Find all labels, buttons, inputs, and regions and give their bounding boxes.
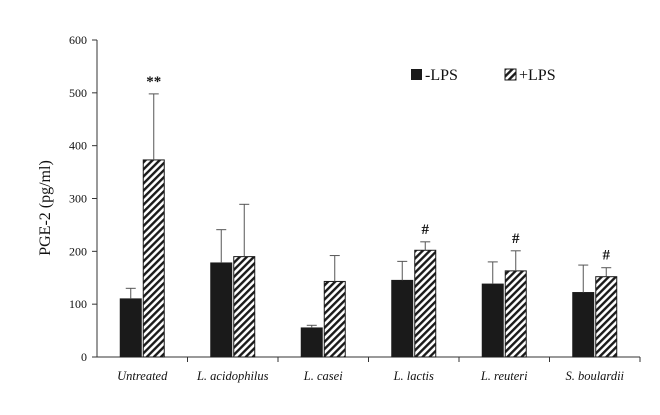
- y-axis-label: PGE-2 (pg/ml): [37, 160, 54, 256]
- y-axis: 0 100 200 300 400 500 600: [69, 33, 98, 364]
- y-tick-label: 400: [69, 139, 87, 153]
- y-tick-label: 200: [69, 244, 87, 258]
- bar-plus-lps: [142, 159, 165, 358]
- bar-plus-lps: [323, 280, 346, 358]
- bar-minus-lps: [391, 279, 414, 358]
- bar-plus-lps: [414, 249, 437, 358]
- x-category-label: L. reuteri: [480, 369, 528, 383]
- significance-annotations: ** # # #: [146, 74, 610, 264]
- y-tick-label: 600: [69, 33, 87, 47]
- bar-plus-lps: [595, 276, 618, 358]
- x-category-label: L. lactis: [393, 369, 434, 383]
- legend-swatch-plus-lps: [504, 68, 517, 81]
- significance-marker: #: [603, 248, 611, 264]
- legend-swatch-minus-lps: [411, 69, 422, 80]
- significance-marker: #: [422, 222, 430, 238]
- x-category-label: L. casei: [303, 369, 343, 383]
- significance-marker: #: [512, 231, 520, 247]
- x-axis: Untreated L. acidophilus L. casei L. lactis…: [97, 356, 641, 383]
- legend-label-plus-lps: +LPS: [519, 67, 556, 84]
- x-category-label: S. boulardii: [565, 369, 624, 383]
- bar-plus-lps: [504, 270, 527, 358]
- bar-minus-lps: [119, 298, 142, 358]
- bar-minus-lps: [300, 327, 323, 358]
- bar-minus-lps: [210, 262, 233, 358]
- bar-plus-lps: [233, 256, 256, 358]
- x-category-label: L. acidophilus: [196, 369, 269, 383]
- x-category-label: Untreated: [117, 369, 168, 383]
- significance-marker: **: [146, 74, 161, 90]
- bar-minus-lps: [572, 292, 595, 358]
- y-tick-label: 100: [69, 297, 87, 311]
- y-tick-label: 0: [81, 350, 87, 364]
- y-tick-label: 300: [69, 192, 87, 206]
- legend: -LPS +LPS: [411, 67, 556, 84]
- legend-label-minus-lps: -LPS: [425, 67, 458, 84]
- bar-minus-lps: [481, 283, 504, 358]
- bars: [119, 93, 618, 358]
- y-tick-label: 500: [69, 86, 87, 100]
